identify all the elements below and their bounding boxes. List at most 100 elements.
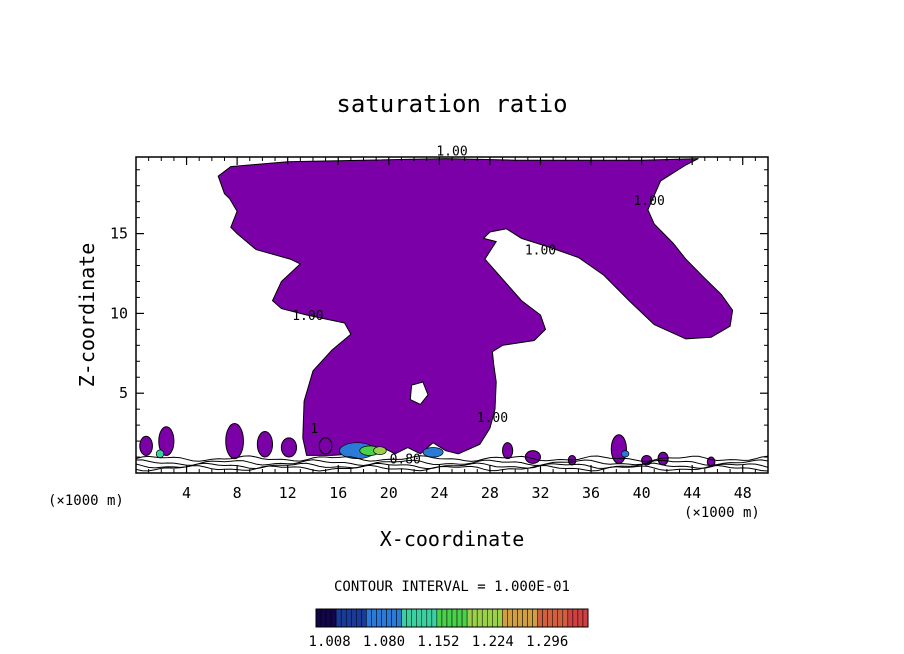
surface-contour-line xyxy=(135,455,769,462)
y-tick-label: 10 xyxy=(110,304,128,322)
contour-label: 1 xyxy=(310,422,318,437)
x-tick-label: 36 xyxy=(582,484,600,502)
saturated-blob xyxy=(139,435,153,456)
y-ticks: 5 10 15 xyxy=(110,169,768,458)
colorbar-cell xyxy=(542,608,548,628)
saturated-blob xyxy=(610,434,627,464)
colorbar-cell xyxy=(315,608,322,628)
saturated-blob xyxy=(502,442,514,460)
colorbar-cell xyxy=(441,608,448,628)
colorbar-cell xyxy=(461,608,468,628)
supersaturation-core xyxy=(373,446,387,455)
saturated-blob xyxy=(158,426,175,456)
colorbar-cell xyxy=(577,608,584,628)
colorbar-cell xyxy=(497,608,503,628)
plot-area: 1.00 1.00 1.00 1.00 1.00 1 0.80 xyxy=(135,144,769,472)
x-tick-label: 48 xyxy=(734,484,752,502)
x-tick-label: 4 xyxy=(182,484,191,502)
colorbar-cell xyxy=(476,608,483,628)
x-tick-label: 28 xyxy=(481,484,499,502)
contour-label: 1.00 xyxy=(436,144,467,159)
saturated-region xyxy=(217,158,734,456)
clear-hole xyxy=(409,381,429,406)
colorbar-cell xyxy=(471,608,478,628)
colorbar-cell xyxy=(416,608,423,628)
colorbar-cell xyxy=(522,608,528,628)
colorbar-cell xyxy=(466,608,473,628)
colorbar-tick-label: 1.296 xyxy=(526,634,568,650)
colorbar-cell xyxy=(557,608,564,628)
supersaturation-core xyxy=(621,450,630,458)
colorbar-cell xyxy=(451,608,458,628)
colorbar-cell xyxy=(421,608,428,628)
colorbar-cell xyxy=(376,608,382,628)
colorbar-cell xyxy=(391,608,397,628)
contour-label: 0.80 xyxy=(390,452,421,467)
colorbar-cell xyxy=(351,608,357,628)
contour-label: 1.00 xyxy=(634,194,665,209)
y-axis-label: Z-coordinate xyxy=(75,243,99,388)
colorbar-cell xyxy=(345,608,352,628)
colorbar-cell xyxy=(436,608,443,628)
contour-interval-label: CONTOUR INTERVAL = 1.000E-01 xyxy=(334,579,570,595)
colorbar-cell xyxy=(446,608,453,628)
chart-title: saturation ratio xyxy=(336,90,567,118)
colorbar-cell xyxy=(481,608,488,628)
colorbar-cell xyxy=(411,608,417,628)
supersaturation-core xyxy=(155,449,165,459)
colorbar-cell xyxy=(537,608,543,628)
colorbar-cell xyxy=(502,608,508,628)
x-unit-left: (×1000 m) xyxy=(48,493,124,509)
contour-label: 1.00 xyxy=(525,243,556,258)
x-ticks: 4 8 12 16 20 24 28 32 36 40 44 48 xyxy=(148,157,756,502)
colorbar-cell xyxy=(507,608,513,628)
colorbar-cell xyxy=(320,608,327,628)
colorbar-cell xyxy=(487,608,493,628)
x-tick-label: 16 xyxy=(329,484,347,502)
colorbar-tick-label: 1.152 xyxy=(417,634,459,650)
x-tick-label: 12 xyxy=(279,484,297,502)
surface-contour-line xyxy=(135,464,769,472)
x-tick-label: 20 xyxy=(380,484,398,502)
saturated-blob xyxy=(318,437,333,455)
colorbar-cell xyxy=(562,608,569,628)
x-tick-label: 44 xyxy=(683,484,701,502)
colorbar-cell xyxy=(426,608,433,628)
colorbar-cell xyxy=(582,608,589,628)
colorbar-cell xyxy=(325,608,332,628)
colorbar-cell xyxy=(431,608,438,628)
x-tick-label: 8 xyxy=(233,484,242,502)
x-tick-label: 32 xyxy=(531,484,549,502)
colorbar-cell xyxy=(517,608,523,628)
x-axis-label: X-coordinate xyxy=(380,527,525,551)
colorbar-cell xyxy=(492,608,498,628)
x-tick-label: 24 xyxy=(430,484,448,502)
x-tick-label: 40 xyxy=(633,484,651,502)
colorbar-cell xyxy=(456,608,463,628)
colorbar-cell xyxy=(527,608,533,628)
colorbar-cell xyxy=(396,608,402,628)
colorbar-cell xyxy=(512,608,518,628)
y-tick-label: 15 xyxy=(110,225,128,243)
colorbar-cell xyxy=(371,608,377,628)
colorbar xyxy=(315,608,589,628)
saturated-blob xyxy=(256,431,274,458)
colorbar-cell xyxy=(406,608,412,628)
colorbar-tick-label: 1.008 xyxy=(309,634,351,650)
saturated-blob xyxy=(280,437,298,458)
colorbar-cell xyxy=(330,608,337,628)
x-unit-right: (×1000 m) xyxy=(684,505,760,521)
supersaturation-core xyxy=(422,447,444,458)
surface-contour-line xyxy=(135,459,769,467)
colorbar-cell xyxy=(572,608,579,628)
contour-label: 1.00 xyxy=(292,309,323,324)
colorbar-labels: 1.008 1.080 1.152 1.224 1.296 xyxy=(309,634,569,650)
contour-label: 1.00 xyxy=(477,411,508,426)
colorbar-cell xyxy=(401,608,407,628)
colorbar-cell xyxy=(381,608,387,628)
saturated-blob xyxy=(225,423,244,460)
colorbar-cell xyxy=(532,608,538,628)
y-tick-label: 5 xyxy=(119,384,128,402)
surface-contour-line xyxy=(135,462,769,470)
